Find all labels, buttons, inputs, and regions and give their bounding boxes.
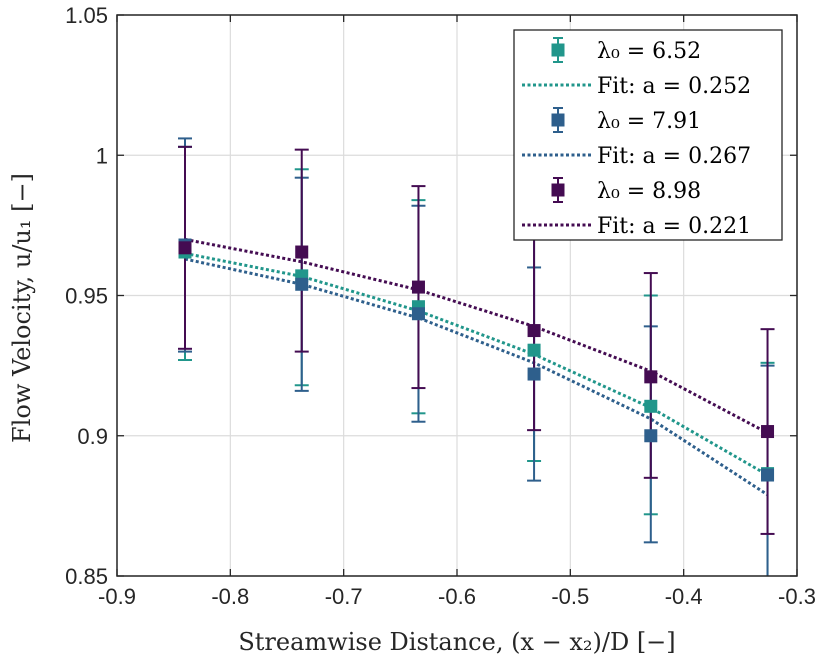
fit-curves (184, 237, 769, 496)
data-point (295, 245, 309, 259)
y-tick-label: 1.05 (65, 3, 108, 28)
legend: λ₀ = 6.52 Fit: a = 0.252 λ₀ = 7.91 Fit: a =… (513, 29, 783, 241)
legend-box (513, 29, 783, 241)
x-tick-label: -0.7 (325, 584, 363, 609)
x-tick-label: -0.3 (778, 584, 816, 609)
data-point (527, 324, 541, 338)
legend-label: λ₀ = 7.91 (597, 109, 701, 134)
x-tick-label: -0.6 (438, 584, 476, 609)
data-point (761, 425, 775, 439)
data-point (178, 241, 192, 255)
y-tick-label: 0.9 (77, 424, 108, 449)
legend-label: λ₀ = 6.52 (597, 39, 701, 64)
fit-curve-3 (184, 237, 769, 435)
axis-ticks: -0.9 -0.8 -0.7 -0.6 -0.5 -0.4 -0.3 0.85 0.9 0.95 1… (65, 3, 816, 609)
legend-marker (551, 183, 565, 197)
legend-marker (551, 113, 565, 127)
x-axis-label: Streamwise Distance, (x − x₂)/D [−] (238, 628, 675, 656)
x-tick-label: -0.5 (551, 584, 589, 609)
data-point (527, 367, 541, 381)
data-point (411, 307, 425, 321)
x-tick-label: -0.4 (665, 584, 703, 609)
data-point (527, 343, 541, 357)
y-tick-label: 0.85 (65, 564, 108, 589)
data-point (761, 468, 775, 482)
y-tick-label: 0.95 (65, 284, 108, 309)
y-axis-label: Flow Velocity, u/u₁ [−] (8, 173, 36, 443)
data-point (644, 399, 658, 413)
x-tick-label: -0.8 (211, 584, 249, 609)
fit-curve-2 (184, 257, 769, 496)
data-markers (178, 238, 775, 482)
data-point (644, 370, 658, 384)
data-point (295, 277, 309, 291)
y-tick-label: 1 (96, 143, 108, 168)
legend-fit-label: Fit: a = 0.267 (597, 144, 751, 169)
data-point (644, 429, 658, 443)
legend-marker (551, 43, 565, 57)
legend-fit-label: Fit: a = 0.252 (597, 74, 751, 99)
legend-label: λ₀ = 8.98 (597, 179, 701, 204)
legend-fit-label: Fit: a = 0.221 (597, 214, 751, 239)
x-tick-label: -0.9 (98, 584, 136, 609)
fit-curve-1 (184, 251, 769, 477)
data-point (411, 280, 425, 294)
